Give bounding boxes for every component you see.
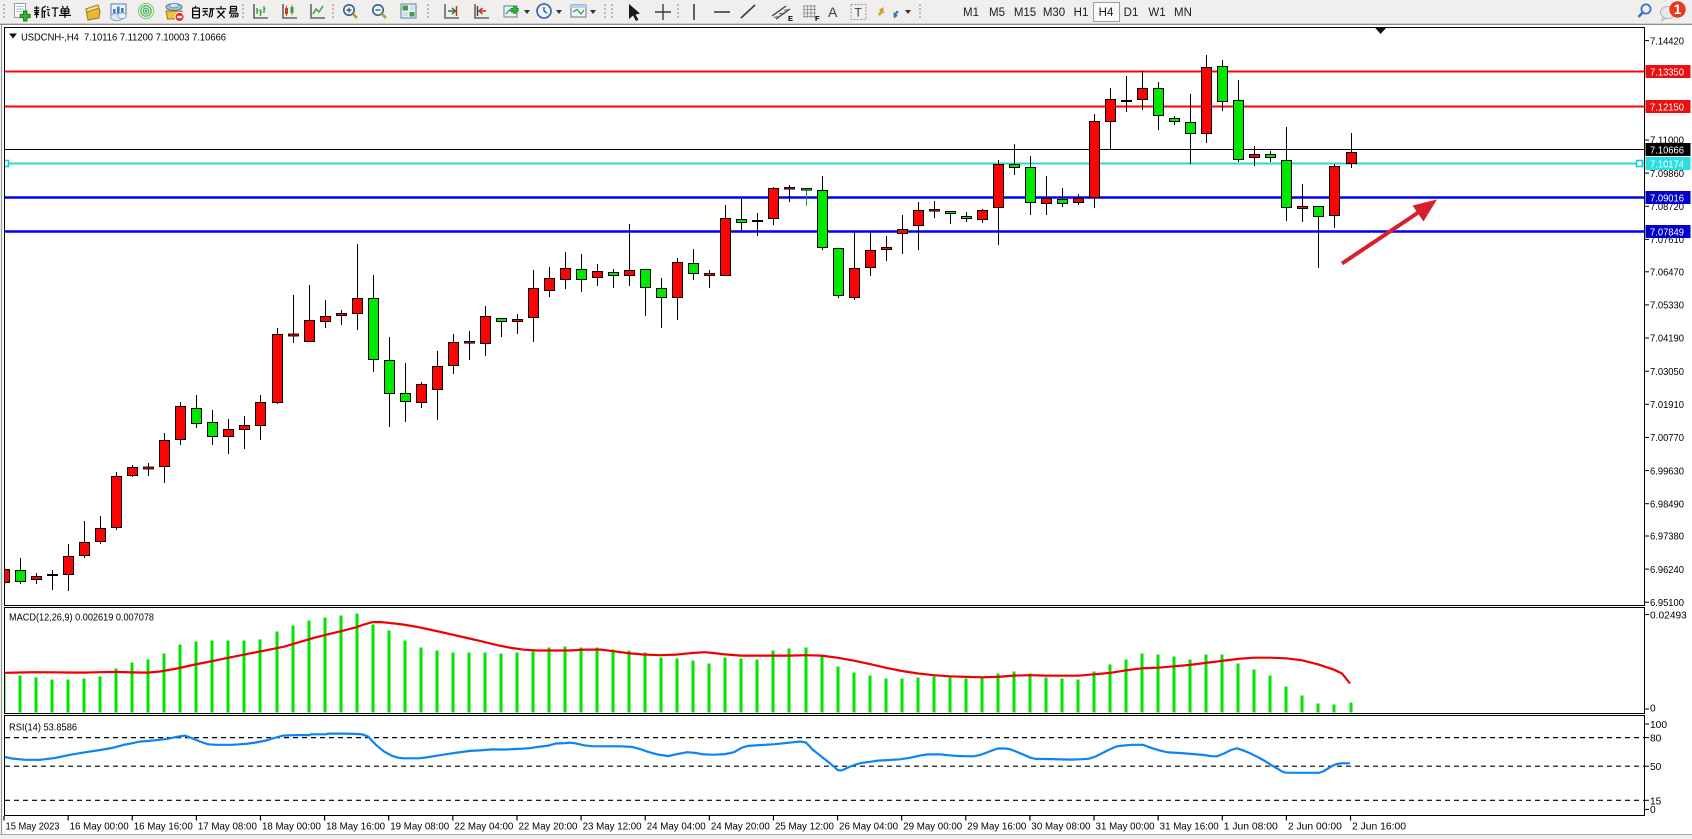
svg-text:A: A bbox=[828, 4, 838, 20]
svg-text:USDCNH-,H4 7.10116 7.11200 7.: USDCNH-,H4 7.10116 7.11200 7.10003 7.106… bbox=[21, 32, 226, 44]
svg-text:7.06470: 7.06470 bbox=[1650, 268, 1684, 279]
svg-text:24 May 04:00: 24 May 04:00 bbox=[647, 822, 706, 833]
svg-text:26 May 04:00: 26 May 04:00 bbox=[839, 822, 898, 833]
svg-text:19 May 08:00: 19 May 08:00 bbox=[390, 822, 449, 833]
svg-text:M5: M5 bbox=[989, 7, 1005, 19]
svg-text:T: T bbox=[855, 6, 863, 20]
svg-text:7.05330: 7.05330 bbox=[1650, 301, 1684, 312]
svg-text:18 May 00:00: 18 May 00:00 bbox=[262, 822, 321, 833]
svg-text:1: 1 bbox=[1674, 2, 1682, 17]
svg-text:0.02493: 0.02493 bbox=[1650, 610, 1687, 621]
svg-text:31 May 00:00: 31 May 00:00 bbox=[1096, 822, 1155, 833]
svg-text:D1: D1 bbox=[1124, 7, 1139, 19]
svg-text:F: F bbox=[815, 14, 820, 23]
svg-text:7.08720: 7.08720 bbox=[1650, 202, 1684, 213]
svg-text:7.04190: 7.04190 bbox=[1650, 334, 1684, 345]
svg-text:7.07610: 7.07610 bbox=[1650, 235, 1684, 246]
svg-text:7.00770: 7.00770 bbox=[1650, 433, 1684, 444]
svg-text:22 May 20:00: 22 May 20:00 bbox=[518, 822, 577, 833]
svg-text:7.10174: 7.10174 bbox=[1650, 159, 1684, 170]
svg-text:H1: H1 bbox=[1074, 7, 1089, 19]
svg-text:0: 0 bbox=[1650, 805, 1656, 816]
svg-text:7.07849: 7.07849 bbox=[1650, 227, 1684, 238]
svg-text:16 May 16:00: 16 May 16:00 bbox=[134, 822, 193, 833]
svg-text:23 May 12:00: 23 May 12:00 bbox=[583, 822, 642, 833]
svg-text:6.98490: 6.98490 bbox=[1650, 499, 1684, 510]
svg-text:24 May 20:00: 24 May 20:00 bbox=[711, 822, 770, 833]
svg-text:16 May 00:00: 16 May 00:00 bbox=[70, 822, 129, 833]
svg-text:7.01910: 7.01910 bbox=[1650, 400, 1684, 411]
svg-text:7.03050: 7.03050 bbox=[1650, 367, 1684, 378]
svg-text:MACD(12,26,9) 0.002619 0.00707: MACD(12,26,9) 0.002619 0.007078 bbox=[9, 613, 154, 624]
svg-text:0: 0 bbox=[1650, 704, 1656, 715]
svg-text:6.99630: 6.99630 bbox=[1650, 466, 1684, 477]
svg-text:RSI(14) 53.8586: RSI(14) 53.8586 bbox=[9, 723, 77, 734]
svg-text:M15: M15 bbox=[1014, 7, 1036, 19]
svg-text:2 Jun 00:00: 2 Jun 00:00 bbox=[1288, 822, 1342, 833]
svg-text:7.09860: 7.09860 bbox=[1650, 169, 1684, 180]
svg-text:100: 100 bbox=[1650, 720, 1667, 731]
svg-text:6.96240: 6.96240 bbox=[1650, 565, 1684, 576]
svg-text:2 Jun 16:00: 2 Jun 16:00 bbox=[1352, 822, 1406, 833]
svg-text:30 May 08:00: 30 May 08:00 bbox=[1031, 822, 1090, 833]
svg-text:MN: MN bbox=[1174, 7, 1192, 19]
svg-text:W1: W1 bbox=[1148, 7, 1165, 19]
svg-text:7.10666: 7.10666 bbox=[1650, 145, 1684, 156]
svg-text:7.13350: 7.13350 bbox=[1650, 67, 1684, 78]
svg-text:31 May 16:00: 31 May 16:00 bbox=[1160, 822, 1219, 833]
svg-text:29 May 16:00: 29 May 16:00 bbox=[967, 822, 1026, 833]
svg-text:15: 15 bbox=[1650, 796, 1662, 807]
svg-text:15 May 2023: 15 May 2023 bbox=[6, 822, 60, 833]
svg-text:29 May 00:00: 29 May 00:00 bbox=[903, 822, 962, 833]
svg-text:50: 50 bbox=[1650, 762, 1662, 773]
svg-text:6.95100: 6.95100 bbox=[1650, 598, 1684, 609]
svg-text:M30: M30 bbox=[1043, 7, 1065, 19]
svg-text:H4: H4 bbox=[1099, 7, 1114, 19]
svg-text:80: 80 bbox=[1650, 734, 1662, 745]
svg-text:7.11000: 7.11000 bbox=[1650, 136, 1684, 147]
svg-text:25 May 12:00: 25 May 12:00 bbox=[775, 822, 834, 833]
svg-text:7.14420: 7.14420 bbox=[1650, 36, 1684, 47]
svg-text:1 Jun 08:00: 1 Jun 08:00 bbox=[1224, 822, 1278, 833]
svg-text:E: E bbox=[788, 14, 793, 23]
svg-text:18 May 16:00: 18 May 16:00 bbox=[326, 822, 385, 833]
svg-text:17 May 08:00: 17 May 08:00 bbox=[198, 822, 257, 833]
svg-text:M1: M1 bbox=[963, 7, 979, 19]
svg-text:22 May 04:00: 22 May 04:00 bbox=[454, 822, 513, 833]
svg-text:6.97380: 6.97380 bbox=[1650, 532, 1684, 543]
svg-text:7.12150: 7.12150 bbox=[1650, 102, 1684, 113]
svg-text:7.09016: 7.09016 bbox=[1650, 193, 1684, 204]
